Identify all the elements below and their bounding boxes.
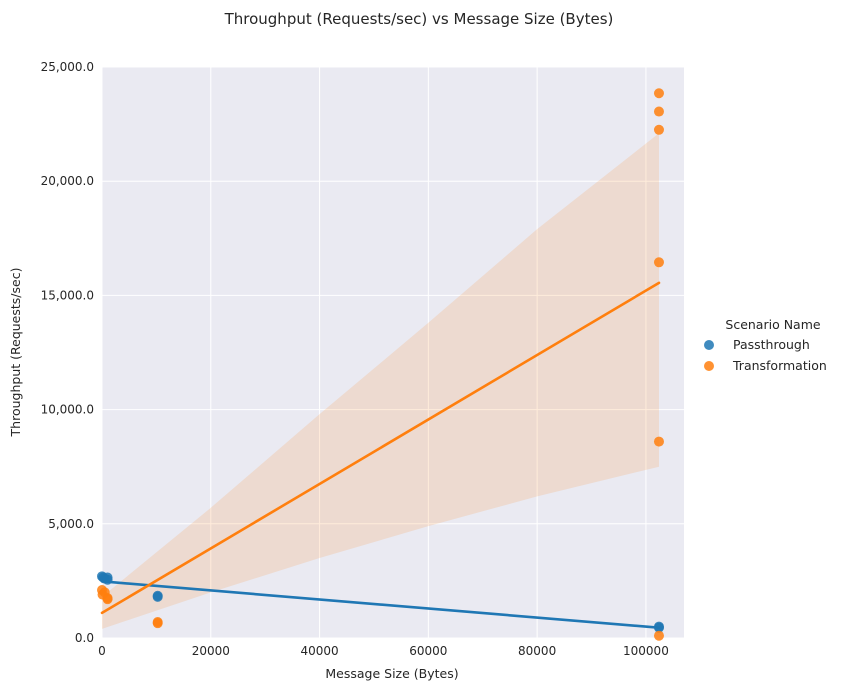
fit-line-transformation [100,281,661,615]
y-tick-label: 10,000.0 [41,403,94,417]
x-tick-label: 0 [98,644,106,658]
point-transformation [102,594,113,605]
y-tick-label: 20,000.0 [41,174,94,188]
y-tick-label: 0.0 [75,631,94,645]
confidence-bands [102,133,659,629]
scatter-points [97,88,664,641]
x-axis-label: Message Size (Bytes) [325,666,458,681]
x-tick-label: 80000 [518,644,556,658]
legend-title: Scenario Name [725,317,821,332]
chart-title: Throughput (Requests/sec) vs Message Siz… [224,10,614,28]
x-tick-label: 40000 [300,644,338,658]
point-transformation [653,630,664,641]
y-axis-ticks: 0.0 5,000.0 10,000.0 15,000.0 20,000.0 25,000… [41,60,94,645]
regression-lines [100,281,661,630]
confidence-band-transformation [102,133,659,629]
point-transformation [653,88,664,99]
y-axis-label: Throughput (Requests/sec) [8,268,23,438]
point-passthrough [653,622,664,633]
y-tick-label: 5,000.0 [48,517,94,531]
plot-area [102,67,684,638]
legend-marker-passthrough [704,340,714,350]
x-tick-label: 20000 [192,644,230,658]
point-passthrough [152,591,163,602]
point-transformation [152,618,163,629]
point-transformation [653,257,664,268]
x-tick-label: 100000 [623,644,669,658]
point-transformation [653,124,664,135]
legend: Scenario Name Passthrough Transformation [704,317,827,373]
fit-line-passthrough [100,580,661,630]
y-tick-label: 15,000.0 [41,288,94,302]
legend-label-passthrough: Passthrough [733,337,810,352]
point-transformation [653,106,664,117]
point-passthrough [102,574,113,585]
point-transformation [653,436,664,447]
legend-label-transformation: Transformation [732,358,827,373]
y-tick-label: 25,000.0 [41,60,94,74]
grid [101,66,684,639]
legend-marker-transformation [704,361,714,371]
x-tick-label: 60000 [409,644,447,658]
x-axis-ticks: 0 20000 40000 60000 80000 100000 [98,644,669,658]
